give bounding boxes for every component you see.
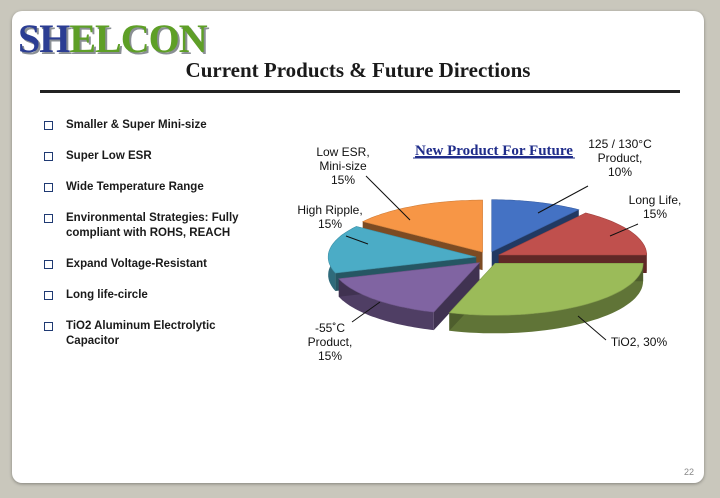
bullet-item: Smaller & Super Mini-size [42, 118, 242, 133]
pie-slice-label-line: 125 / 130°C [588, 137, 652, 151]
pie-slice-label: -55˚C Product, 15% [308, 321, 353, 363]
leader-line [577, 315, 607, 341]
pie-slice-label-line: Product, [308, 335, 353, 349]
bullet-text: TiO2 Aluminum Electrolytic Capacitor [66, 320, 216, 347]
bullet-item: Expand Voltage-Resistant [42, 257, 242, 272]
bullet-text: Long life-circle [66, 289, 148, 301]
pie-slice-label: Low ESR, Mini-size 15% [316, 145, 369, 187]
pie-slice-label-line: 15% [331, 173, 355, 187]
pie-slice-label-line: High Ripple, [297, 203, 362, 217]
pie-slice-top [498, 212, 647, 256]
bullet-text: Expand Voltage-Resistant [66, 258, 208, 270]
pie-slice-top [338, 262, 481, 313]
title-rule [40, 90, 680, 93]
pie-layer [327, 199, 647, 334]
pie-slice-label-line: Long Life, [629, 193, 682, 207]
pie-slice-label-line: 15% [643, 207, 667, 221]
pie-slice-label-line: 15% [318, 217, 342, 231]
checkbox-bullet-icon [44, 260, 53, 269]
bullet-text: Smaller & Super Mini-size [66, 119, 207, 131]
pie-slice-label-line: -55˚C [315, 321, 345, 335]
page-number: 22 [684, 467, 695, 477]
logo-part-1: SH [18, 16, 70, 61]
chart-title: New Product For Future [415, 143, 573, 159]
leader-line [345, 235, 369, 245]
bullet-text: Super Low ESR [66, 150, 152, 162]
pie-slice-label: 125 / 130°C Product, 10% [588, 137, 652, 179]
checkbox-bullet-icon [44, 183, 53, 192]
bullet-item: Super Low ESR [42, 149, 242, 164]
checkbox-bullet-icon [44, 152, 53, 161]
pie-slice-label-line: Product, [598, 151, 643, 165]
bullet-list: Smaller & Super Mini-size Super Low ESR … [42, 118, 242, 365]
checkbox-bullet-icon [44, 121, 53, 130]
pie-slice-top [448, 263, 644, 316]
pie-slice-label-line: 15% [318, 349, 342, 363]
label-layer: 125 / 130°C Product, 10%Long Life, 15%TiO2,… [297, 137, 681, 363]
pie-slice [448, 263, 644, 334]
leader-line [365, 175, 411, 221]
bullet-item: Long life-circle [42, 288, 242, 303]
slide-title: Current Products & Future Directions [185, 58, 531, 82]
checkbox-bullet-icon [44, 322, 53, 331]
pie-slice-label-line: Low ESR, [316, 145, 369, 159]
leader-line [537, 185, 589, 214]
bullet-item: Wide Temperature Range [42, 180, 242, 195]
pie-slice-top [491, 199, 580, 253]
pie-slice [338, 262, 481, 331]
logo-part-2: ELCON [69, 16, 207, 61]
leader-line [609, 223, 639, 237]
leader-line [351, 301, 381, 323]
shelcon-logo: SHELCON [18, 15, 208, 62]
checkbox-bullet-icon [44, 214, 53, 223]
pie-slice-label-line: 10% [608, 165, 632, 179]
pie-slice-side [449, 263, 644, 334]
pie-slice-label: High Ripple, 15% [297, 203, 362, 231]
bullet-text: Wide Temperature Range [66, 181, 204, 193]
bullet-item: TiO2 Aluminum Electrolytic Capacitor [42, 319, 242, 349]
pie-slice-side [338, 278, 434, 331]
pie-slice-label-line: TiO2, 30% [611, 335, 668, 349]
pie-slice-label-line: Mini-size [319, 159, 367, 173]
pie-slice-top [327, 226, 477, 274]
pie-slice-top [361, 199, 483, 253]
checkbox-bullet-icon [44, 291, 53, 300]
pie-slice-label: Long Life, 15% [629, 193, 682, 221]
bullet-item: Environmental Strategies: Fully complian… [42, 211, 242, 241]
bullet-text: Environmental Strategies: Fully complian… [66, 212, 239, 239]
pie-slice-label: TiO2, 30% [611, 335, 668, 349]
